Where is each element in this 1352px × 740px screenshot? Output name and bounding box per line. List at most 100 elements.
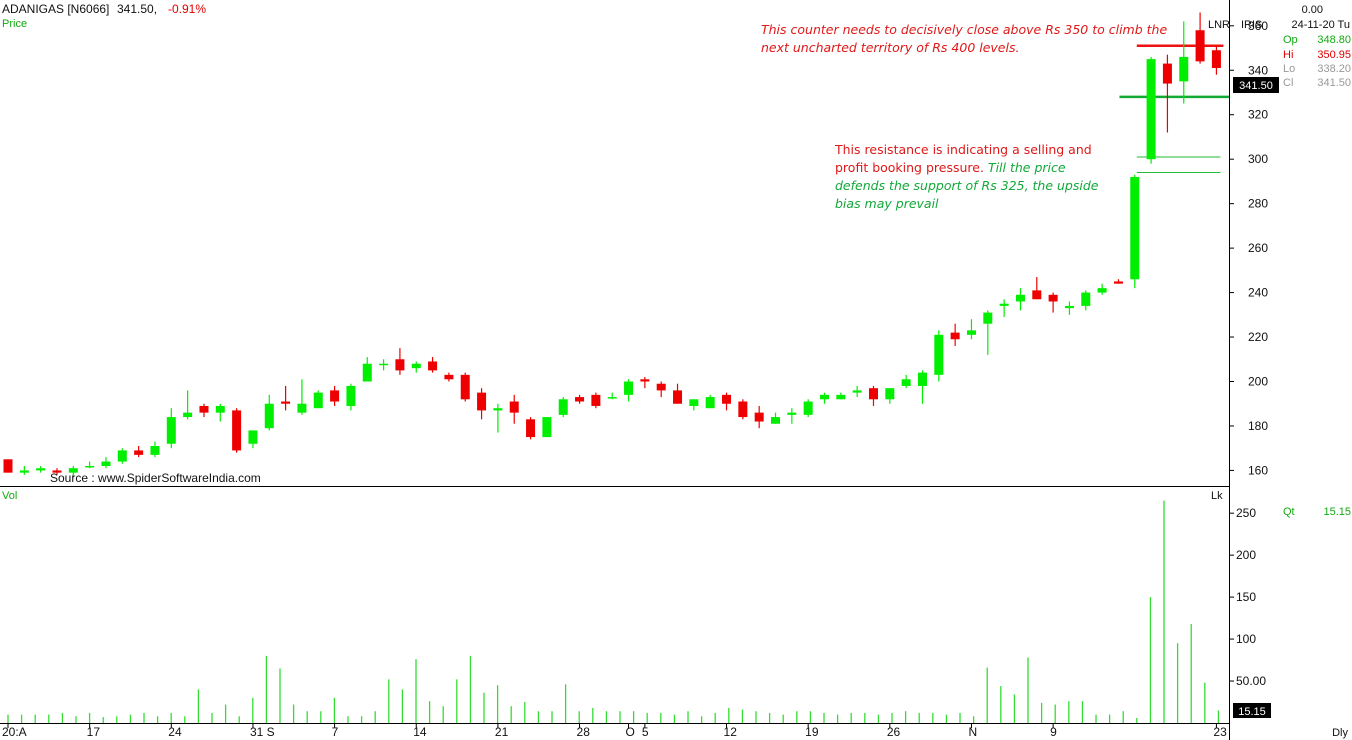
date-tick-label: 20:A — [2, 725, 27, 739]
candle-down — [444, 374, 454, 380]
right-value: 0.00 — [1302, 4, 1323, 16]
volume-tick-label: 200 — [1236, 548, 1256, 562]
percent-change: -0.91% — [168, 2, 206, 16]
candle-down — [1032, 290, 1042, 300]
candle-down — [575, 397, 585, 402]
candle-down — [330, 390, 340, 402]
date-tick-label: 31 S — [250, 725, 275, 739]
candle-down — [134, 450, 144, 455]
price-tick-label: 320 — [1248, 108, 1268, 122]
volume-panel-label: Vol — [2, 490, 17, 502]
lnr-label: LNR — [1208, 19, 1230, 31]
candle-up — [885, 388, 895, 400]
candle-up — [362, 363, 372, 382]
last-price: 341.50, — [117, 2, 157, 16]
source-credit: Source : www.SpiderSoftwareIndia.com — [50, 471, 261, 485]
price-tick-label: 240 — [1248, 286, 1268, 300]
candle-up — [1064, 305, 1074, 309]
date-tick-label: 28 — [577, 725, 591, 739]
volume-axis: 50.00 100 150 200 250 — [1229, 506, 1266, 688]
close-label: Cl — [1283, 77, 1293, 89]
candle-up — [917, 372, 927, 386]
date-tick-label: 17 — [87, 725, 101, 739]
candle-up — [1081, 292, 1091, 306]
candle-up — [313, 392, 323, 409]
candle-down — [1162, 63, 1172, 84]
iris-label: IRIS — [1241, 19, 1262, 31]
candle-up — [264, 403, 274, 429]
date-axis: 20:A 17 24 31 S 7 14 21 28 O 5 12 19 26 N 9 23 — [2, 723, 1227, 739]
candle-down — [673, 390, 683, 404]
candle-down — [509, 401, 519, 413]
volume-tag — [1233, 703, 1271, 718]
candle-down — [656, 383, 666, 391]
price-tick-label: 260 — [1248, 241, 1268, 255]
panel-borders — [0, 0, 1230, 740]
candle-up — [558, 399, 568, 415]
candle-down — [395, 359, 405, 371]
date-tick-label: 24 — [168, 725, 182, 739]
candle-down — [754, 412, 764, 422]
candle-down — [199, 405, 209, 413]
candle-up — [983, 312, 993, 324]
date-tick-label: 14 — [413, 725, 427, 739]
note-support-line-1: defends the support of Rs 325, the upsid… — [835, 178, 1099, 193]
date-tick-label: 7 — [332, 725, 339, 739]
note-pressure-line-2: profit booking pressure. Till the price — [835, 160, 1066, 175]
candle-down — [722, 394, 732, 404]
note-support-inline: Till the price — [988, 160, 1066, 175]
candle-down — [232, 410, 242, 451]
note-support-line-2: bias may prevail — [835, 196, 939, 211]
candle-up — [999, 303, 1009, 306]
candle-up — [542, 417, 552, 438]
candle-up — [607, 397, 617, 399]
high-label: Hi — [1283, 49, 1293, 61]
candle-up — [36, 468, 46, 471]
candle-down — [950, 332, 960, 340]
candle-up — [411, 363, 421, 369]
candle-down — [428, 361, 438, 371]
open-value: 348.80 — [1317, 34, 1351, 46]
note-resistance-line-1: This counter needs to decisively close a… — [761, 22, 1167, 37]
candle-up — [166, 417, 176, 444]
candle-down — [640, 379, 650, 382]
candle-up — [1015, 294, 1025, 302]
candle-up — [705, 397, 715, 409]
low-label: Lo — [1283, 63, 1295, 75]
qt-value: 15.15 — [1323, 506, 1351, 518]
date-tick-label: 9 — [1050, 725, 1057, 739]
candle-down — [460, 374, 470, 400]
candle-up — [150, 445, 160, 455]
candle-up — [19, 470, 29, 473]
date-tick-label: O — [626, 725, 635, 739]
candle-down — [1195, 30, 1205, 62]
low-value: 338.20 — [1317, 63, 1351, 75]
price-candles — [3, 12, 1221, 478]
candle-down — [477, 392, 487, 411]
candle-up — [836, 394, 846, 400]
candle-up — [934, 334, 944, 375]
date-tick-label: 5 — [642, 725, 649, 739]
price-tick-label: 200 — [1248, 375, 1268, 389]
candle-down — [3, 459, 13, 473]
note-resistance-line-2: next uncharted territory of Rs 400 level… — [761, 40, 1019, 55]
volume-tick-label: 150 — [1236, 590, 1256, 604]
candle-up — [689, 399, 699, 406]
candle-down — [1048, 294, 1058, 302]
candle-down — [526, 419, 536, 438]
candle-down — [1113, 281, 1123, 284]
candle-up — [820, 394, 829, 400]
candle-up — [117, 450, 127, 462]
volume-tag-text: 15.15 — [1238, 706, 1266, 718]
date-readout: 24-11-20 Tu — [1291, 19, 1350, 31]
candle-up — [966, 330, 976, 335]
candle-up — [624, 381, 634, 395]
candle-up — [1146, 59, 1156, 160]
last-price-tag — [1233, 77, 1279, 93]
qt-label: Qt — [1283, 506, 1295, 518]
close-value: 341.50 — [1317, 77, 1351, 89]
candle-up — [379, 363, 389, 366]
candle-down — [1211, 50, 1221, 69]
candle-up — [248, 430, 258, 444]
